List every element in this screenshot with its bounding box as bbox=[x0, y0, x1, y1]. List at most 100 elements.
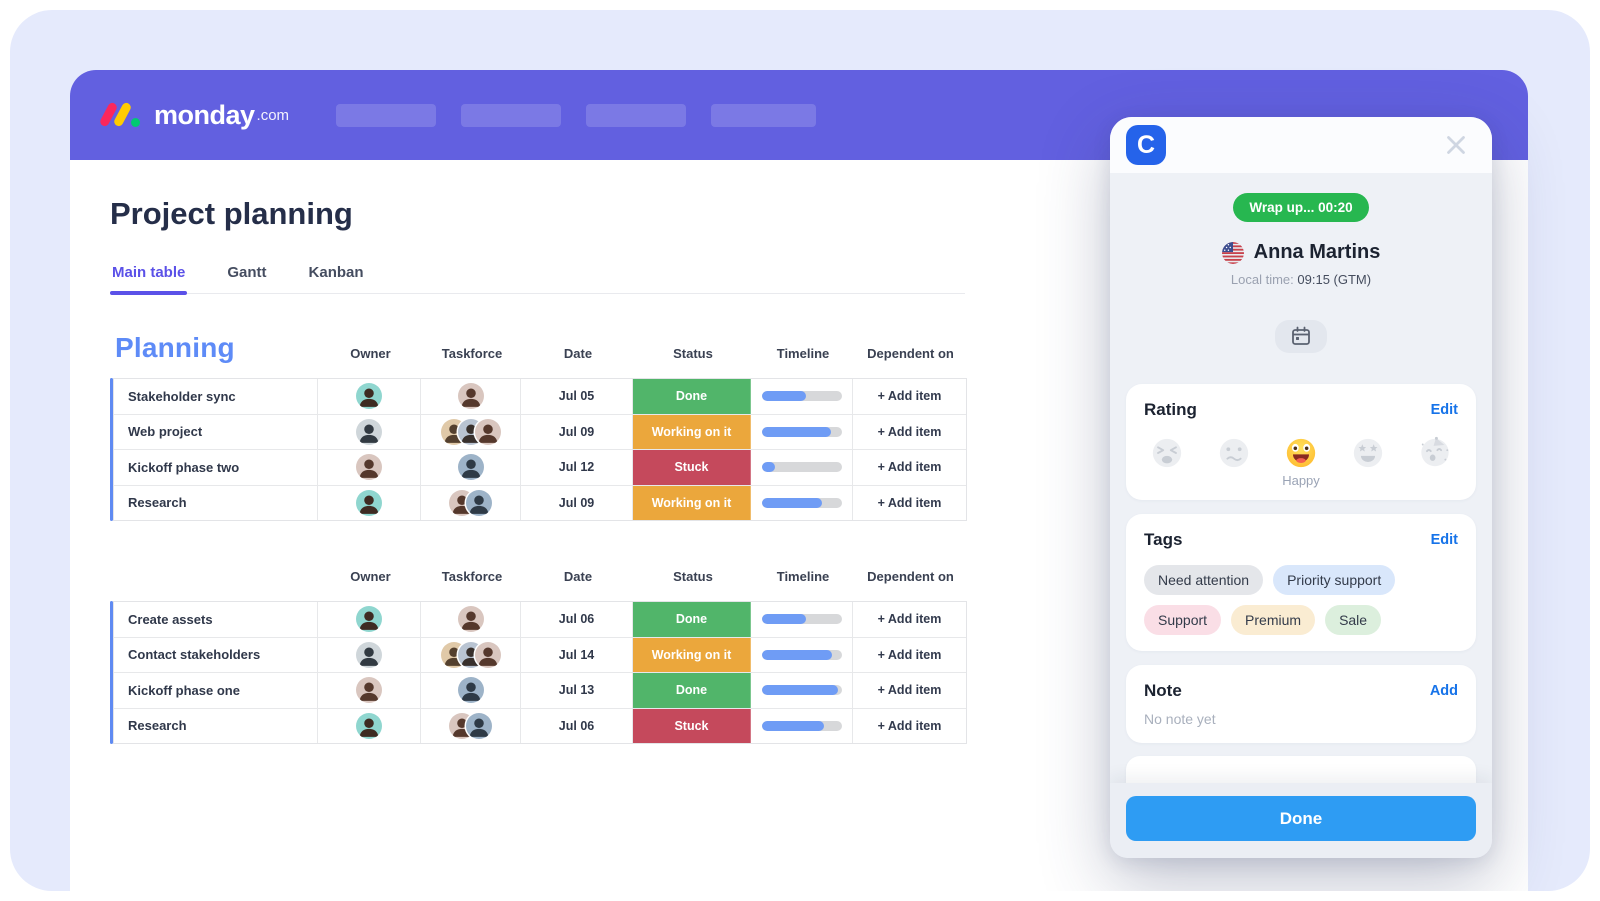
tag-priority-support[interactable]: Priority support bbox=[1273, 564, 1396, 595]
party-emoji-icon[interactable] bbox=[1418, 436, 1452, 470]
status-badge[interactable]: Stuck bbox=[633, 450, 751, 485]
task-name[interactable]: Create assets bbox=[114, 602, 318, 637]
rating-edit-link[interactable]: Edit bbox=[1430, 401, 1458, 418]
date-cell[interactable]: Jul 12 bbox=[521, 450, 633, 485]
nav-placeholder[interactable] bbox=[711, 103, 817, 127]
avatar[interactable] bbox=[356, 383, 382, 410]
owner-cell[interactable] bbox=[318, 637, 421, 672]
status-badge[interactable]: Working on it bbox=[633, 485, 751, 520]
extension-logo[interactable]: C bbox=[1126, 125, 1166, 165]
nav-placeholder[interactable] bbox=[461, 103, 562, 127]
date-cell[interactable]: Jul 06 bbox=[521, 708, 633, 743]
avatar[interactable] bbox=[356, 489, 382, 516]
confused-emoji-icon[interactable] bbox=[1217, 436, 1251, 470]
column-header-owner[interactable]: Owner bbox=[350, 569, 391, 584]
tag-support[interactable]: Support bbox=[1144, 604, 1222, 635]
add-item-button[interactable]: + Add item bbox=[877, 495, 942, 510]
tag-premium[interactable]: Premium bbox=[1231, 604, 1316, 635]
owner-cell[interactable] bbox=[318, 414, 421, 449]
task-name[interactable]: Research bbox=[114, 485, 318, 520]
avatar[interactable] bbox=[356, 641, 382, 668]
date-cell[interactable]: Jul 06 bbox=[521, 602, 633, 637]
timeline-cell[interactable] bbox=[751, 485, 853, 520]
add-item-button[interactable]: + Add item bbox=[877, 647, 942, 662]
column-header-dependent-on[interactable]: Dependent on bbox=[867, 346, 954, 361]
timeline-cell[interactable] bbox=[751, 673, 853, 708]
avatar[interactable] bbox=[466, 712, 492, 739]
task-name[interactable]: Stakeholder sync bbox=[114, 379, 318, 414]
close-button[interactable] bbox=[1442, 131, 1470, 159]
task-name[interactable]: Kickoff phase one bbox=[114, 673, 318, 708]
avatar[interactable] bbox=[356, 677, 382, 704]
avatar[interactable] bbox=[474, 418, 501, 445]
add-item-button[interactable]: + Add item bbox=[877, 389, 942, 404]
column-header-status[interactable]: Status bbox=[673, 569, 713, 584]
avatar[interactable] bbox=[457, 677, 484, 704]
add-item-button[interactable]: + Add item bbox=[877, 683, 942, 698]
note-add-link[interactable]: Add bbox=[1429, 682, 1458, 699]
date-cell[interactable]: Jul 14 bbox=[521, 637, 633, 672]
avatar[interactable] bbox=[356, 606, 382, 633]
avatar[interactable] bbox=[356, 418, 382, 445]
monday-logo[interactable]: monday .com bbox=[98, 100, 289, 131]
timeline-cell[interactable] bbox=[751, 414, 853, 449]
tag-need-attention[interactable]: Need attention bbox=[1144, 564, 1264, 595]
done-button[interactable]: Done bbox=[1126, 796, 1476, 841]
timeline-cell[interactable] bbox=[751, 708, 853, 743]
avatar[interactable] bbox=[356, 454, 382, 481]
nav-placeholder[interactable] bbox=[586, 103, 687, 127]
column-header-timeline[interactable]: Timeline bbox=[776, 346, 830, 361]
column-header-date[interactable]: Date bbox=[563, 569, 593, 584]
weary-emoji-icon[interactable] bbox=[1150, 436, 1184, 470]
happy-emoji-icon[interactable]: Happy bbox=[1282, 436, 1320, 488]
tab-gantt[interactable]: Gantt bbox=[225, 264, 268, 293]
column-header-owner[interactable]: Owner bbox=[350, 346, 391, 361]
add-item-button[interactable]: + Add item bbox=[877, 460, 942, 475]
status-badge[interactable]: Working on it bbox=[633, 637, 751, 672]
tags-edit-link[interactable]: Edit bbox=[1430, 531, 1458, 548]
star-struck-emoji-icon[interactable] bbox=[1351, 436, 1385, 470]
timeline-cell[interactable] bbox=[751, 637, 853, 672]
tab-kanban[interactable]: Kanban bbox=[307, 264, 366, 293]
owner-cell[interactable] bbox=[318, 602, 421, 637]
date-cell[interactable]: Jul 13 bbox=[521, 673, 633, 708]
timeline-cell[interactable] bbox=[751, 450, 853, 485]
status-badge[interactable]: Working on it bbox=[633, 414, 751, 449]
column-header-status[interactable]: Status bbox=[673, 346, 713, 361]
tab-main-table[interactable]: Main table bbox=[110, 264, 188, 295]
column-header-dependent-on[interactable]: Dependent on bbox=[867, 569, 954, 584]
timeline-cell[interactable] bbox=[751, 379, 853, 414]
status-badge[interactable]: Done bbox=[633, 602, 751, 637]
avatar[interactable] bbox=[457, 454, 484, 481]
owner-cell[interactable] bbox=[318, 708, 421, 743]
add-item-button[interactable]: + Add item bbox=[877, 612, 942, 627]
avatar[interactable] bbox=[474, 641, 501, 668]
nav-placeholder[interactable] bbox=[336, 103, 437, 127]
task-name[interactable]: Research bbox=[114, 708, 318, 743]
owner-cell[interactable] bbox=[318, 673, 421, 708]
taskforce-cell[interactable] bbox=[421, 485, 521, 520]
owner-cell[interactable] bbox=[318, 485, 421, 520]
taskforce-cell[interactable] bbox=[421, 450, 521, 485]
status-badge[interactable]: Done bbox=[633, 673, 751, 708]
tag-sale[interactable]: Sale bbox=[1325, 604, 1382, 635]
owner-cell[interactable] bbox=[318, 379, 421, 414]
task-name[interactable]: Kickoff phase two bbox=[114, 450, 318, 485]
column-header-taskforce[interactable]: Taskforce bbox=[441, 346, 503, 361]
add-item-button[interactable]: + Add item bbox=[877, 718, 942, 733]
task-name[interactable]: Web project bbox=[114, 414, 318, 449]
status-badge[interactable]: Stuck bbox=[633, 708, 751, 743]
taskforce-cell[interactable] bbox=[421, 637, 521, 672]
avatar[interactable] bbox=[457, 606, 484, 633]
taskforce-cell[interactable] bbox=[421, 708, 521, 743]
date-cell[interactable]: Jul 05 bbox=[521, 379, 633, 414]
taskforce-cell[interactable] bbox=[421, 673, 521, 708]
owner-cell[interactable] bbox=[318, 450, 421, 485]
avatar[interactable] bbox=[457, 383, 484, 410]
avatar[interactable] bbox=[356, 712, 382, 739]
taskforce-cell[interactable] bbox=[421, 379, 521, 414]
add-item-button[interactable]: + Add item bbox=[877, 424, 942, 439]
task-name[interactable]: Contact stakeholders bbox=[114, 637, 318, 672]
status-badge[interactable]: Done bbox=[633, 379, 751, 414]
column-header-timeline[interactable]: Timeline bbox=[776, 569, 830, 584]
